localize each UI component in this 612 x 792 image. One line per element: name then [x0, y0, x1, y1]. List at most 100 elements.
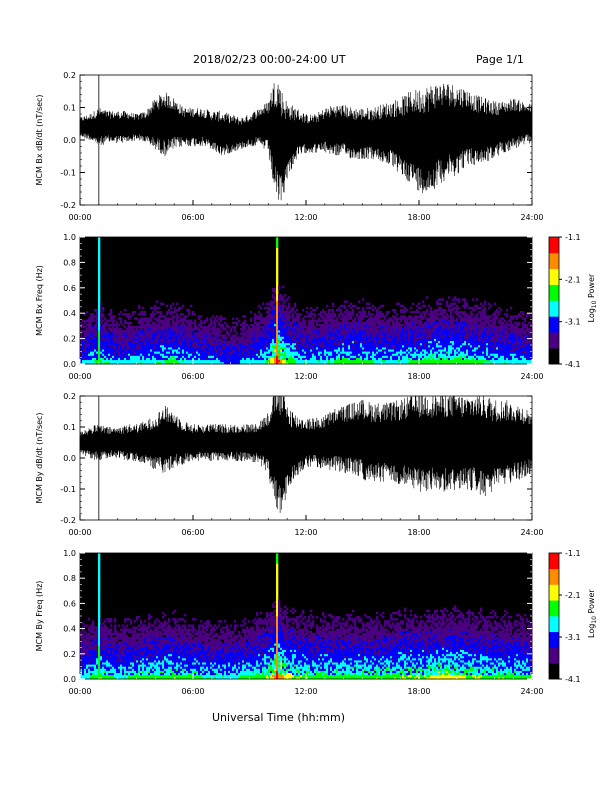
spectrogram-cell — [158, 321, 161, 325]
spectrogram-cell — [492, 342, 495, 346]
spectrogram-cell — [272, 349, 275, 352]
spectrogram-cell — [250, 338, 253, 342]
spectrogram-cell — [246, 361, 249, 365]
spectrogram-cell — [308, 319, 311, 322]
spectrogram-cell — [474, 344, 477, 348]
spectrogram-cell — [312, 338, 315, 342]
spectrogram-cell — [80, 349, 83, 352]
spectrogram-cell — [422, 325, 425, 329]
spectrogram-cell — [442, 311, 445, 314]
spectrogram-cell — [474, 342, 477, 346]
spectrogram-cell — [124, 351, 127, 354]
spectrogram-cell — [272, 302, 275, 306]
spectrogram-cell — [360, 332, 363, 335]
spectrogram-cell — [112, 319, 115, 322]
spectrogram-cell — [174, 336, 177, 339]
spectrogram-cell — [262, 330, 265, 333]
spectrogram-cell — [408, 359, 411, 363]
spectrogram-cell — [206, 361, 209, 365]
spectrogram-cell — [322, 355, 325, 358]
spectrogram-cell — [438, 313, 441, 316]
spectrogram-cell — [150, 317, 153, 320]
spectrogram-cell — [484, 323, 487, 327]
spectrogram-cell — [254, 338, 257, 342]
spectrogram-cell — [448, 323, 451, 327]
spectrogram-cell — [390, 330, 393, 333]
spectrogram-cell — [422, 304, 425, 308]
spectrogram-cell — [454, 306, 457, 310]
spectrogram-cell — [408, 338, 411, 342]
spectrogram-cell — [104, 332, 107, 335]
spectrogram-cell — [214, 334, 217, 337]
spectrogram-cell — [230, 353, 233, 356]
spectrogram-cell — [472, 330, 475, 333]
spectrogram-cell — [308, 323, 311, 327]
spectrogram-cell — [492, 351, 495, 354]
spectrogram-cell — [444, 311, 447, 314]
spectrogram-cell — [334, 334, 337, 337]
spectrogram-cell — [326, 332, 329, 335]
spectrogram-cell — [142, 317, 145, 320]
spectrogram-cell — [164, 338, 167, 342]
spectrogram-cell — [490, 357, 493, 361]
spectrogram-cell — [304, 357, 307, 361]
spectrogram-cell — [408, 351, 411, 354]
spectrogram-cell — [434, 342, 437, 346]
spectrogram-cell — [156, 353, 159, 356]
spectrogram-cell — [110, 308, 113, 312]
spectrogram-cell — [400, 361, 403, 365]
spectrogram-cell — [132, 313, 135, 316]
spectrogram-cell — [376, 342, 379, 346]
spectrogram-cell — [120, 361, 123, 365]
spectrogram-cell — [276, 351, 279, 354]
spectrogram-cell — [376, 334, 379, 337]
spectrogram-cell — [318, 313, 321, 316]
spectrogram-cell — [326, 304, 329, 308]
spectrogram-cell — [346, 323, 349, 327]
spectrogram-cell — [184, 349, 187, 352]
spectrogram-cell — [368, 330, 371, 333]
spectrogram-cell — [236, 359, 239, 363]
spectrogram-cell — [352, 313, 355, 316]
spectrogram-cell — [316, 355, 319, 358]
spectrogram-cell — [182, 357, 185, 361]
spectrogram-cell — [378, 315, 381, 318]
spectrogram-cell — [294, 321, 297, 325]
spectrogram-cell — [162, 340, 165, 344]
spectrogram-cell — [242, 349, 245, 352]
spectrogram-cell — [180, 344, 183, 348]
spectrogram-cell — [438, 308, 441, 312]
spectrogram-cell — [352, 334, 355, 337]
spectrogram-cell — [316, 323, 319, 327]
spectrogram-cell — [146, 340, 149, 344]
spectrogram-cell — [282, 311, 285, 314]
spectrogram-cell — [112, 317, 115, 320]
spectrogram-cell — [134, 334, 137, 337]
spectrogram-cell — [332, 311, 335, 314]
spectrogram-cell — [156, 325, 159, 329]
spectrogram-cell — [358, 328, 361, 331]
spectrogram-cell — [98, 262, 101, 265]
spectrogram-cell — [484, 330, 487, 333]
spectrogram-cell — [372, 355, 375, 358]
spectrogram-cell — [206, 353, 209, 356]
spectrogram-cell — [274, 298, 277, 301]
spectrogram-cell — [196, 342, 199, 346]
spectrogram-cell — [150, 347, 153, 350]
spectrogram-cell — [418, 342, 421, 346]
spectrogram-cell — [170, 336, 173, 339]
spectrogram-cell — [162, 302, 165, 306]
spectrogram-cell — [444, 315, 447, 318]
spectrogram-cell — [264, 342, 267, 346]
spectrogram-cell — [292, 325, 295, 329]
spectrogram-cell — [218, 351, 221, 354]
spectrogram-cell — [450, 302, 453, 306]
spectrogram-cell — [306, 340, 309, 344]
spectrogram-cell — [160, 361, 163, 365]
spectrogram-cell — [414, 357, 417, 361]
spectrogram-cell — [124, 342, 127, 346]
spectrogram-cell — [102, 347, 105, 350]
spectrogram-cell — [292, 340, 295, 344]
trace-series — [79, 75, 533, 205]
spectrogram-cell — [394, 351, 397, 354]
